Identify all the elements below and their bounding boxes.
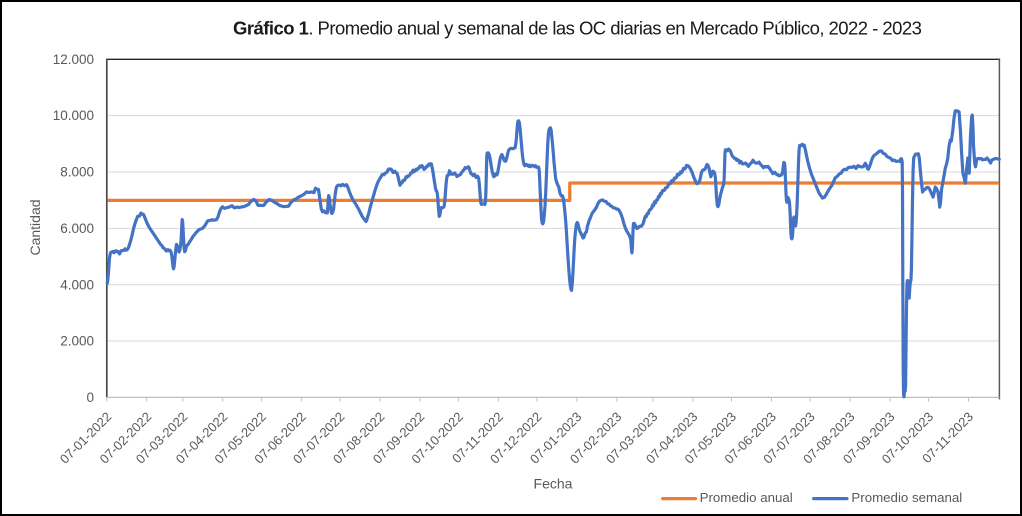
svg-text:8.000: 8.000 (60, 165, 94, 180)
svg-text:Gráfico 1. Promedio anual y se: Gráfico 1. Promedio anual y semanal de l… (233, 17, 922, 38)
svg-text:Fecha: Fecha (534, 476, 573, 492)
svg-text:10.000: 10.000 (53, 108, 94, 123)
svg-text:Promedio anual: Promedio anual (700, 490, 793, 505)
svg-text:Cantidad: Cantidad (27, 199, 43, 255)
svg-text:6.000: 6.000 (60, 221, 94, 236)
svg-text:4.000: 4.000 (60, 277, 94, 292)
svg-text:Promedio semanal: Promedio semanal (851, 490, 962, 505)
svg-text:2.000: 2.000 (60, 334, 94, 349)
svg-text:0: 0 (86, 390, 94, 405)
svg-text:12.000: 12.000 (53, 52, 94, 67)
